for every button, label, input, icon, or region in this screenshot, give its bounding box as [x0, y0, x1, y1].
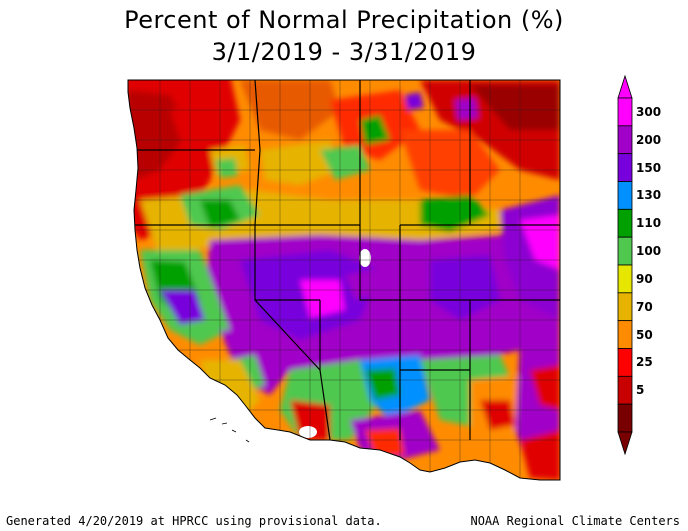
- legend-label: 100: [636, 244, 662, 259]
- legend-swatch: [617, 236, 633, 266]
- legend-label: 50: [636, 327, 653, 342]
- legend-label: 200: [636, 132, 662, 147]
- legend-swatch: [617, 97, 633, 127]
- map-date-range: 3/1/2019 - 3/31/2019: [211, 38, 477, 66]
- legend-label: 5: [636, 383, 645, 398]
- legend-label: 130: [636, 188, 662, 203]
- source-credit: NOAA Regional Climate Centers: [470, 514, 680, 528]
- legend-swatch: [617, 348, 633, 377]
- legend-label: 110: [636, 216, 662, 231]
- legend-swatch: [617, 375, 633, 405]
- channel-islands: [209, 417, 250, 443]
- legend-label: 90: [636, 271, 653, 286]
- legend-swatch: [617, 264, 633, 294]
- legend-swatch: [617, 292, 633, 322]
- legend-arrow-top: [617, 74, 633, 99]
- legend-swatch: [617, 153, 633, 182]
- state-boundaries: [135, 80, 560, 441]
- map-title: Percent of Normal Precipitation (%): [124, 6, 564, 34]
- legend-label: 70: [636, 299, 653, 314]
- legend-label: 150: [636, 160, 662, 175]
- legend-swatch: [617, 208, 633, 238]
- county-boundaries: [128, 80, 560, 480]
- legend-swatch: [617, 125, 633, 155]
- legend-swatch: [617, 181, 633, 210]
- generated-note: Generated 4/20/2019 at HPRCC using provi…: [6, 514, 382, 528]
- legend-arrow-bottom: [617, 431, 633, 456]
- legend-label: 300: [636, 104, 662, 119]
- precip-field: [128, 80, 560, 480]
- legend-label: 25: [636, 355, 653, 370]
- legend-swatch: [617, 403, 633, 433]
- legend-swatch: [617, 320, 633, 349]
